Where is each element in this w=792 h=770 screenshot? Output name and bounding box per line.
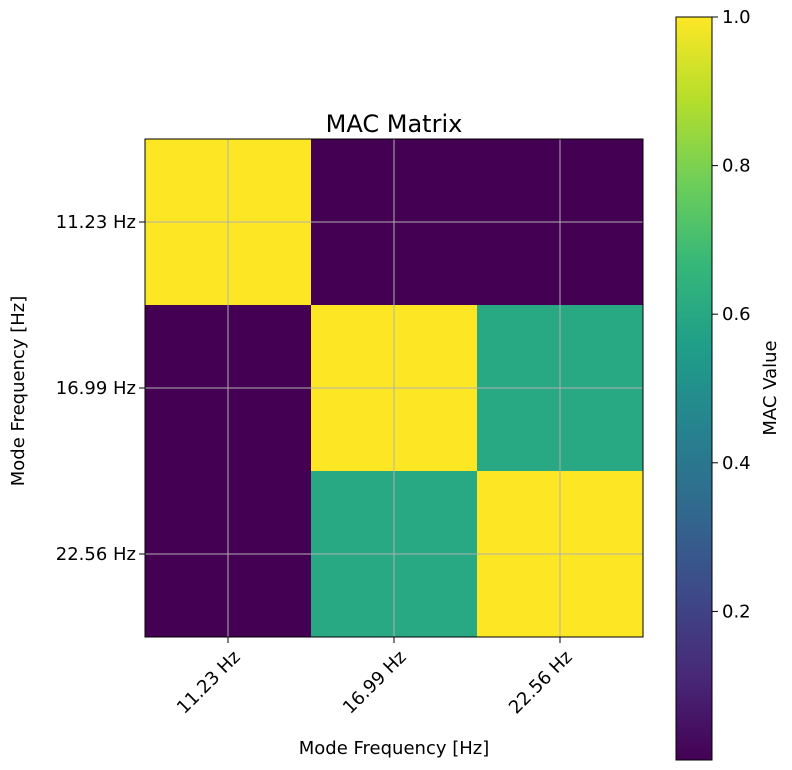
y-tick-label: 16.99 Hz [56, 378, 136, 399]
x-tick-label: 16.99 Hz [339, 647, 411, 719]
colorbar [675, 16, 713, 761]
x-tick-label: 22.56 Hz [505, 647, 577, 719]
colorbar-tick-label: 0.6 [722, 304, 751, 325]
colorbar-tick-label: 0.8 [722, 156, 751, 177]
colorbar-tick-label: 1.0 [722, 7, 751, 28]
chart-title: MAC Matrix [326, 110, 463, 138]
y-tick-label: 11.23 Hz [56, 212, 136, 233]
colorbar-ticks: 0.2 0.4 0.6 0.8 1.0 [712, 7, 751, 622]
y-axis-ticks: 11.23 Hz 16.99 Hz 22.56 Hz [56, 212, 145, 565]
y-axis-label: Mode Frequency [Hz] [8, 296, 29, 487]
x-axis-label: Mode Frequency [Hz] [299, 738, 490, 759]
x-axis-ticks: 11.23 Hz 16.99 Hz 22.56 Hz [173, 637, 577, 718]
colorbar-label: MAC Value [760, 340, 781, 435]
colorbar-tick-label: 0.4 [722, 453, 751, 474]
grid-lines [145, 139, 643, 637]
colorbar-tick-label: 0.2 [722, 601, 751, 622]
y-tick-label: 22.56 Hz [56, 544, 136, 565]
x-tick-label: 11.23 Hz [173, 647, 245, 719]
